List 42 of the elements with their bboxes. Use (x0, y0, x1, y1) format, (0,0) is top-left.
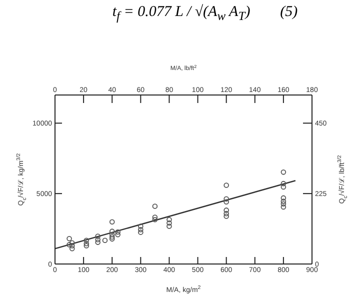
point (109, 228, 115, 234)
point (224, 182, 229, 188)
point (84, 238, 90, 243)
point (69, 246, 75, 252)
point (66, 236, 72, 242)
point (95, 234, 100, 239)
point (280, 180, 286, 186)
point (84, 243, 90, 248)
point (280, 198, 286, 204)
point (115, 232, 120, 238)
point (109, 219, 115, 225)
point (280, 170, 286, 175)
point (102, 238, 108, 243)
point (280, 201, 286, 207)
point (69, 243, 75, 248)
point (95, 236, 100, 242)
point (166, 224, 172, 229)
point (138, 226, 144, 232)
point (138, 224, 144, 229)
point (95, 240, 100, 245)
point (115, 229, 120, 235)
point (152, 204, 158, 209)
point (166, 216, 172, 222)
point (138, 230, 144, 235)
point (69, 240, 75, 246)
point (224, 196, 229, 202)
point (152, 216, 158, 222)
point (84, 240, 90, 246)
point (224, 199, 229, 205)
text: t$_{f}$ = 0.077 L / √(A$_{w}$ A$_{T}$) (5) (111, 4, 299, 24)
point (280, 184, 286, 190)
point (224, 208, 229, 213)
point (109, 236, 115, 242)
point (66, 242, 72, 248)
point (224, 214, 229, 219)
point (152, 214, 158, 220)
point (280, 195, 286, 201)
point (109, 234, 115, 240)
point (109, 232, 115, 238)
point (224, 210, 229, 216)
point (166, 220, 172, 226)
point (280, 204, 286, 210)
